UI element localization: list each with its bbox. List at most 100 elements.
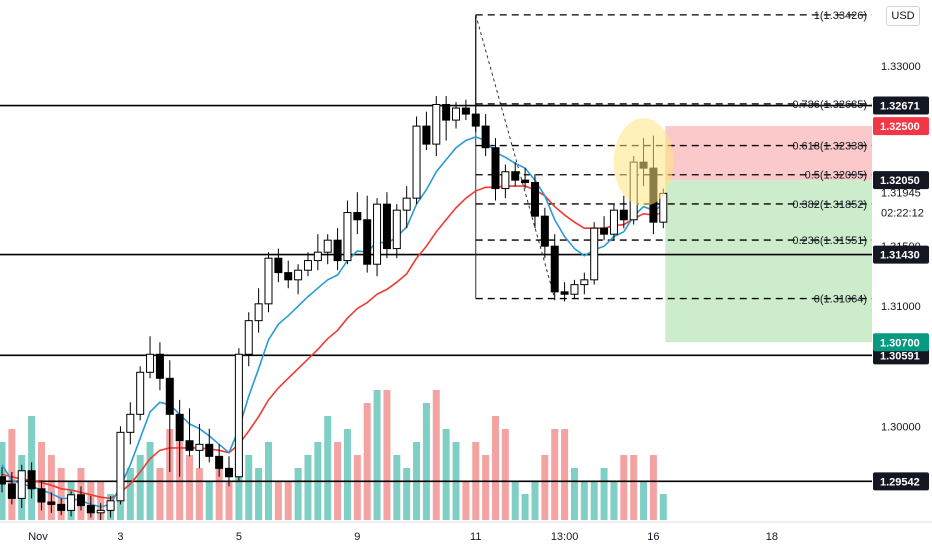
volume-bar	[47, 455, 55, 520]
time-tick-label: 5	[236, 531, 242, 543]
volume-bar	[442, 429, 450, 520]
time-tick-label: 11	[470, 531, 481, 543]
candle-body	[116, 431, 125, 502]
volume-bar	[422, 403, 430, 520]
fibonacci-retracement[interactable]: 1(1.33426) 0.786(1.32685) 0.618(1.32338) 0.…	[475, 10, 872, 306]
volume-bar	[205, 481, 213, 520]
ema-slow-line	[1, 185, 664, 500]
time-tick-label: 3	[117, 531, 123, 543]
candle-body	[106, 500, 115, 511]
volume-bar	[541, 455, 549, 520]
candle-body	[96, 509, 105, 514]
volume-bar	[482, 455, 490, 520]
price-tick-label: 1.33000	[881, 61, 921, 73]
candle-body	[7, 483, 16, 499]
candle-body	[491, 147, 500, 190]
candle-body	[27, 470, 36, 490]
volume-bar	[195, 468, 203, 520]
volume-bar	[136, 455, 144, 520]
candle-body	[146, 353, 155, 373]
level-price-tag: 1.32671	[880, 101, 920, 113]
volume-bar	[284, 481, 292, 520]
volume-bar	[659, 494, 667, 520]
volume-bar	[97, 481, 105, 520]
time-axis[interactable]: Nov 3 5 9 11 13:00 16 18	[0, 521, 932, 543]
volume-bar	[186, 455, 194, 520]
candle-body	[264, 257, 273, 305]
position-zones	[665, 126, 872, 343]
volume-bar	[304, 455, 312, 520]
volume-bar	[640, 481, 648, 520]
volume-bar	[590, 481, 598, 520]
volume-bar	[363, 403, 371, 520]
volume-bar	[353, 455, 361, 520]
volume-bar	[630, 455, 638, 520]
target-zone	[665, 180, 872, 343]
candle-body	[57, 503, 66, 511]
candle-body	[165, 377, 174, 415]
volume-bar	[403, 468, 411, 520]
target-price-tag-bg	[873, 333, 929, 352]
volume-bar	[521, 494, 529, 520]
candle-body	[392, 209, 401, 250]
fib-level-label: 0.618(1.32338)	[792, 141, 867, 153]
candle-body	[432, 103, 441, 145]
volume-bar	[373, 390, 381, 520]
volume-bar	[570, 468, 578, 520]
candle-body	[37, 488, 46, 503]
candle-body	[471, 113, 480, 127]
level-price-tag-bg	[873, 472, 929, 491]
candle-body	[215, 455, 224, 469]
candle-body	[521, 179, 530, 184]
candle-body	[225, 467, 234, 478]
fib-level-label: 0.382(1.31852)	[792, 199, 867, 211]
candle-body	[333, 239, 342, 262]
volume-bar	[156, 468, 164, 520]
price-tick-label: 1.30000	[881, 421, 921, 433]
volume-bar	[580, 481, 588, 520]
candle-body	[76, 494, 85, 507]
candle-body	[560, 291, 569, 295]
volume-bar	[255, 468, 263, 520]
fib-level-label: 0.5(1.32095)	[805, 170, 867, 182]
candle-body	[155, 353, 164, 379]
candle-body	[619, 209, 628, 221]
candle-body	[284, 272, 293, 281]
candle-body	[254, 303, 263, 322]
currency-button[interactable]: USD	[886, 6, 920, 26]
volume-bar	[57, 468, 65, 520]
volume-bar	[610, 481, 618, 520]
volume-bar	[215, 468, 223, 520]
volume-bar	[432, 390, 440, 520]
last-price-label: 1.31945	[881, 188, 921, 200]
candle-body	[363, 219, 372, 265]
candle-body	[609, 209, 618, 235]
volume-bar	[600, 468, 608, 520]
candle-body	[590, 227, 599, 281]
level-price-tag-bg	[873, 245, 929, 264]
highlight-ellipse	[613, 118, 674, 207]
level-price-tag: 1.30591	[880, 350, 920, 362]
candle-body	[373, 203, 382, 265]
time-tick-label: Nov	[28, 531, 48, 543]
candle-body	[511, 171, 520, 181]
candle-body	[17, 470, 26, 499]
volume-bar	[531, 481, 539, 520]
candle-body	[382, 203, 391, 250]
price-axis[interactable]: 1.330001.315001.310001.300001.3194502:22…	[881, 61, 924, 433]
candle-body	[481, 125, 490, 149]
candle-body	[530, 182, 539, 217]
volume-bar	[245, 455, 253, 520]
price-axis-background[interactable]	[872, 0, 932, 550]
candle-body	[461, 107, 470, 115]
candle-body	[294, 269, 303, 281]
volume-bar	[274, 481, 282, 520]
candle-body	[343, 212, 352, 262]
candle-body	[570, 284, 579, 295]
candle-body	[452, 107, 461, 121]
candle-body	[422, 125, 431, 145]
volume-bar	[649, 455, 657, 520]
volume-bars	[0, 390, 667, 520]
candle-body	[402, 197, 411, 211]
